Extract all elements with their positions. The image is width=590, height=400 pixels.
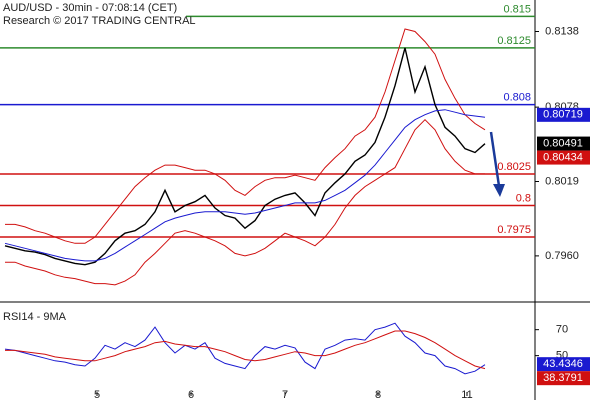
forecast-arrow (489, 131, 505, 197)
series-line (4, 109, 486, 262)
series-line (4, 322, 486, 375)
chart-title: AUD/USD - 30min - 07:08:14 (CET) (3, 2, 177, 14)
series-line (5, 28, 486, 244)
y-tick-label: 70 (556, 324, 568, 336)
price-tag (537, 150, 590, 165)
level-label: 0.808 (503, 92, 531, 104)
price-tag (537, 357, 590, 372)
x-tick-label: 6 (188, 389, 194, 400)
x-tick-label: 7 (282, 389, 288, 400)
plot-layer: 0.815 0.8125 0.808 0.8025 0.8 0.7975 0.8138 0.8… (0, 3, 590, 400)
series-line (5, 330, 486, 370)
x-tick-label: 11 (461, 389, 472, 400)
chart-subtitle: Research © 2017 TRADING CENTRAL (3, 15, 196, 27)
series-line (5, 118, 485, 286)
price-tag-label: 0.80434 (543, 151, 583, 163)
level-label: 0.8125 (497, 35, 531, 47)
price-tag-label: 38.3791 (543, 372, 583, 384)
price-tag (537, 136, 590, 151)
level-label: 0.8 (516, 192, 531, 204)
level-label: 0.7975 (497, 224, 531, 236)
price-tag (537, 107, 590, 122)
y-tick-label: 0.8138 (545, 25, 579, 37)
x-tick-label: 5 (94, 389, 100, 400)
x-tick-label: 8 (375, 389, 381, 400)
title-background (0, 0, 186, 29)
price-tag-label: 0.80491 (543, 137, 583, 149)
y-tick-label: 0.8019 (545, 175, 579, 187)
level-label: 0.8025 (497, 161, 531, 173)
price-tag (537, 371, 590, 386)
rsi-title: RSI14 - 9MA (3, 311, 67, 323)
price-tag-label: 0.80719 (543, 109, 583, 121)
level-label: 0.815 (503, 3, 531, 15)
series-line (4, 47, 486, 266)
y-tick-label: 0.7960 (545, 250, 579, 262)
price-tag-label: 43.4346 (543, 358, 583, 370)
